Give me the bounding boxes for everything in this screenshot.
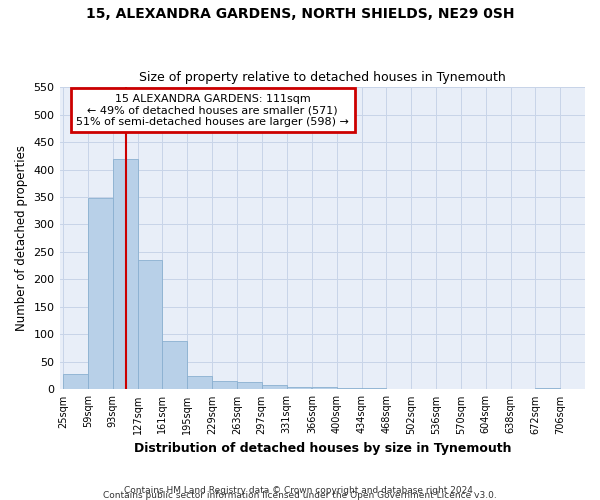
Title: Size of property relative to detached houses in Tynemouth: Size of property relative to detached ho… [139, 72, 506, 85]
Bar [63, 374, 88, 390]
Bar [88, 198, 113, 390]
Bar [237, 382, 262, 390]
Bar [163, 341, 187, 390]
Text: 15, ALEXANDRA GARDENS, NORTH SHIELDS, NE29 0SH: 15, ALEXANDRA GARDENS, NORTH SHIELDS, NE… [86, 8, 514, 22]
Bar [535, 388, 560, 390]
Bar [362, 388, 386, 390]
Text: Contains HM Land Registry data © Crown copyright and database right 2024.: Contains HM Land Registry data © Crown c… [124, 486, 476, 495]
Bar [337, 388, 362, 390]
Text: Contains public sector information licensed under the Open Government Licence v3: Contains public sector information licen… [103, 490, 497, 500]
Bar [312, 387, 337, 390]
Bar [137, 260, 163, 390]
Bar [187, 376, 212, 390]
X-axis label: Distribution of detached houses by size in Tynemouth: Distribution of detached houses by size … [134, 442, 511, 455]
Bar [113, 158, 137, 390]
Y-axis label: Number of detached properties: Number of detached properties [15, 145, 28, 331]
Bar [262, 385, 287, 390]
Bar [212, 381, 237, 390]
Text: 15 ALEXANDRA GARDENS: 111sqm
← 49% of detached houses are smaller (571)
51% of s: 15 ALEXANDRA GARDENS: 111sqm ← 49% of de… [76, 94, 349, 127]
Bar [287, 386, 311, 390]
